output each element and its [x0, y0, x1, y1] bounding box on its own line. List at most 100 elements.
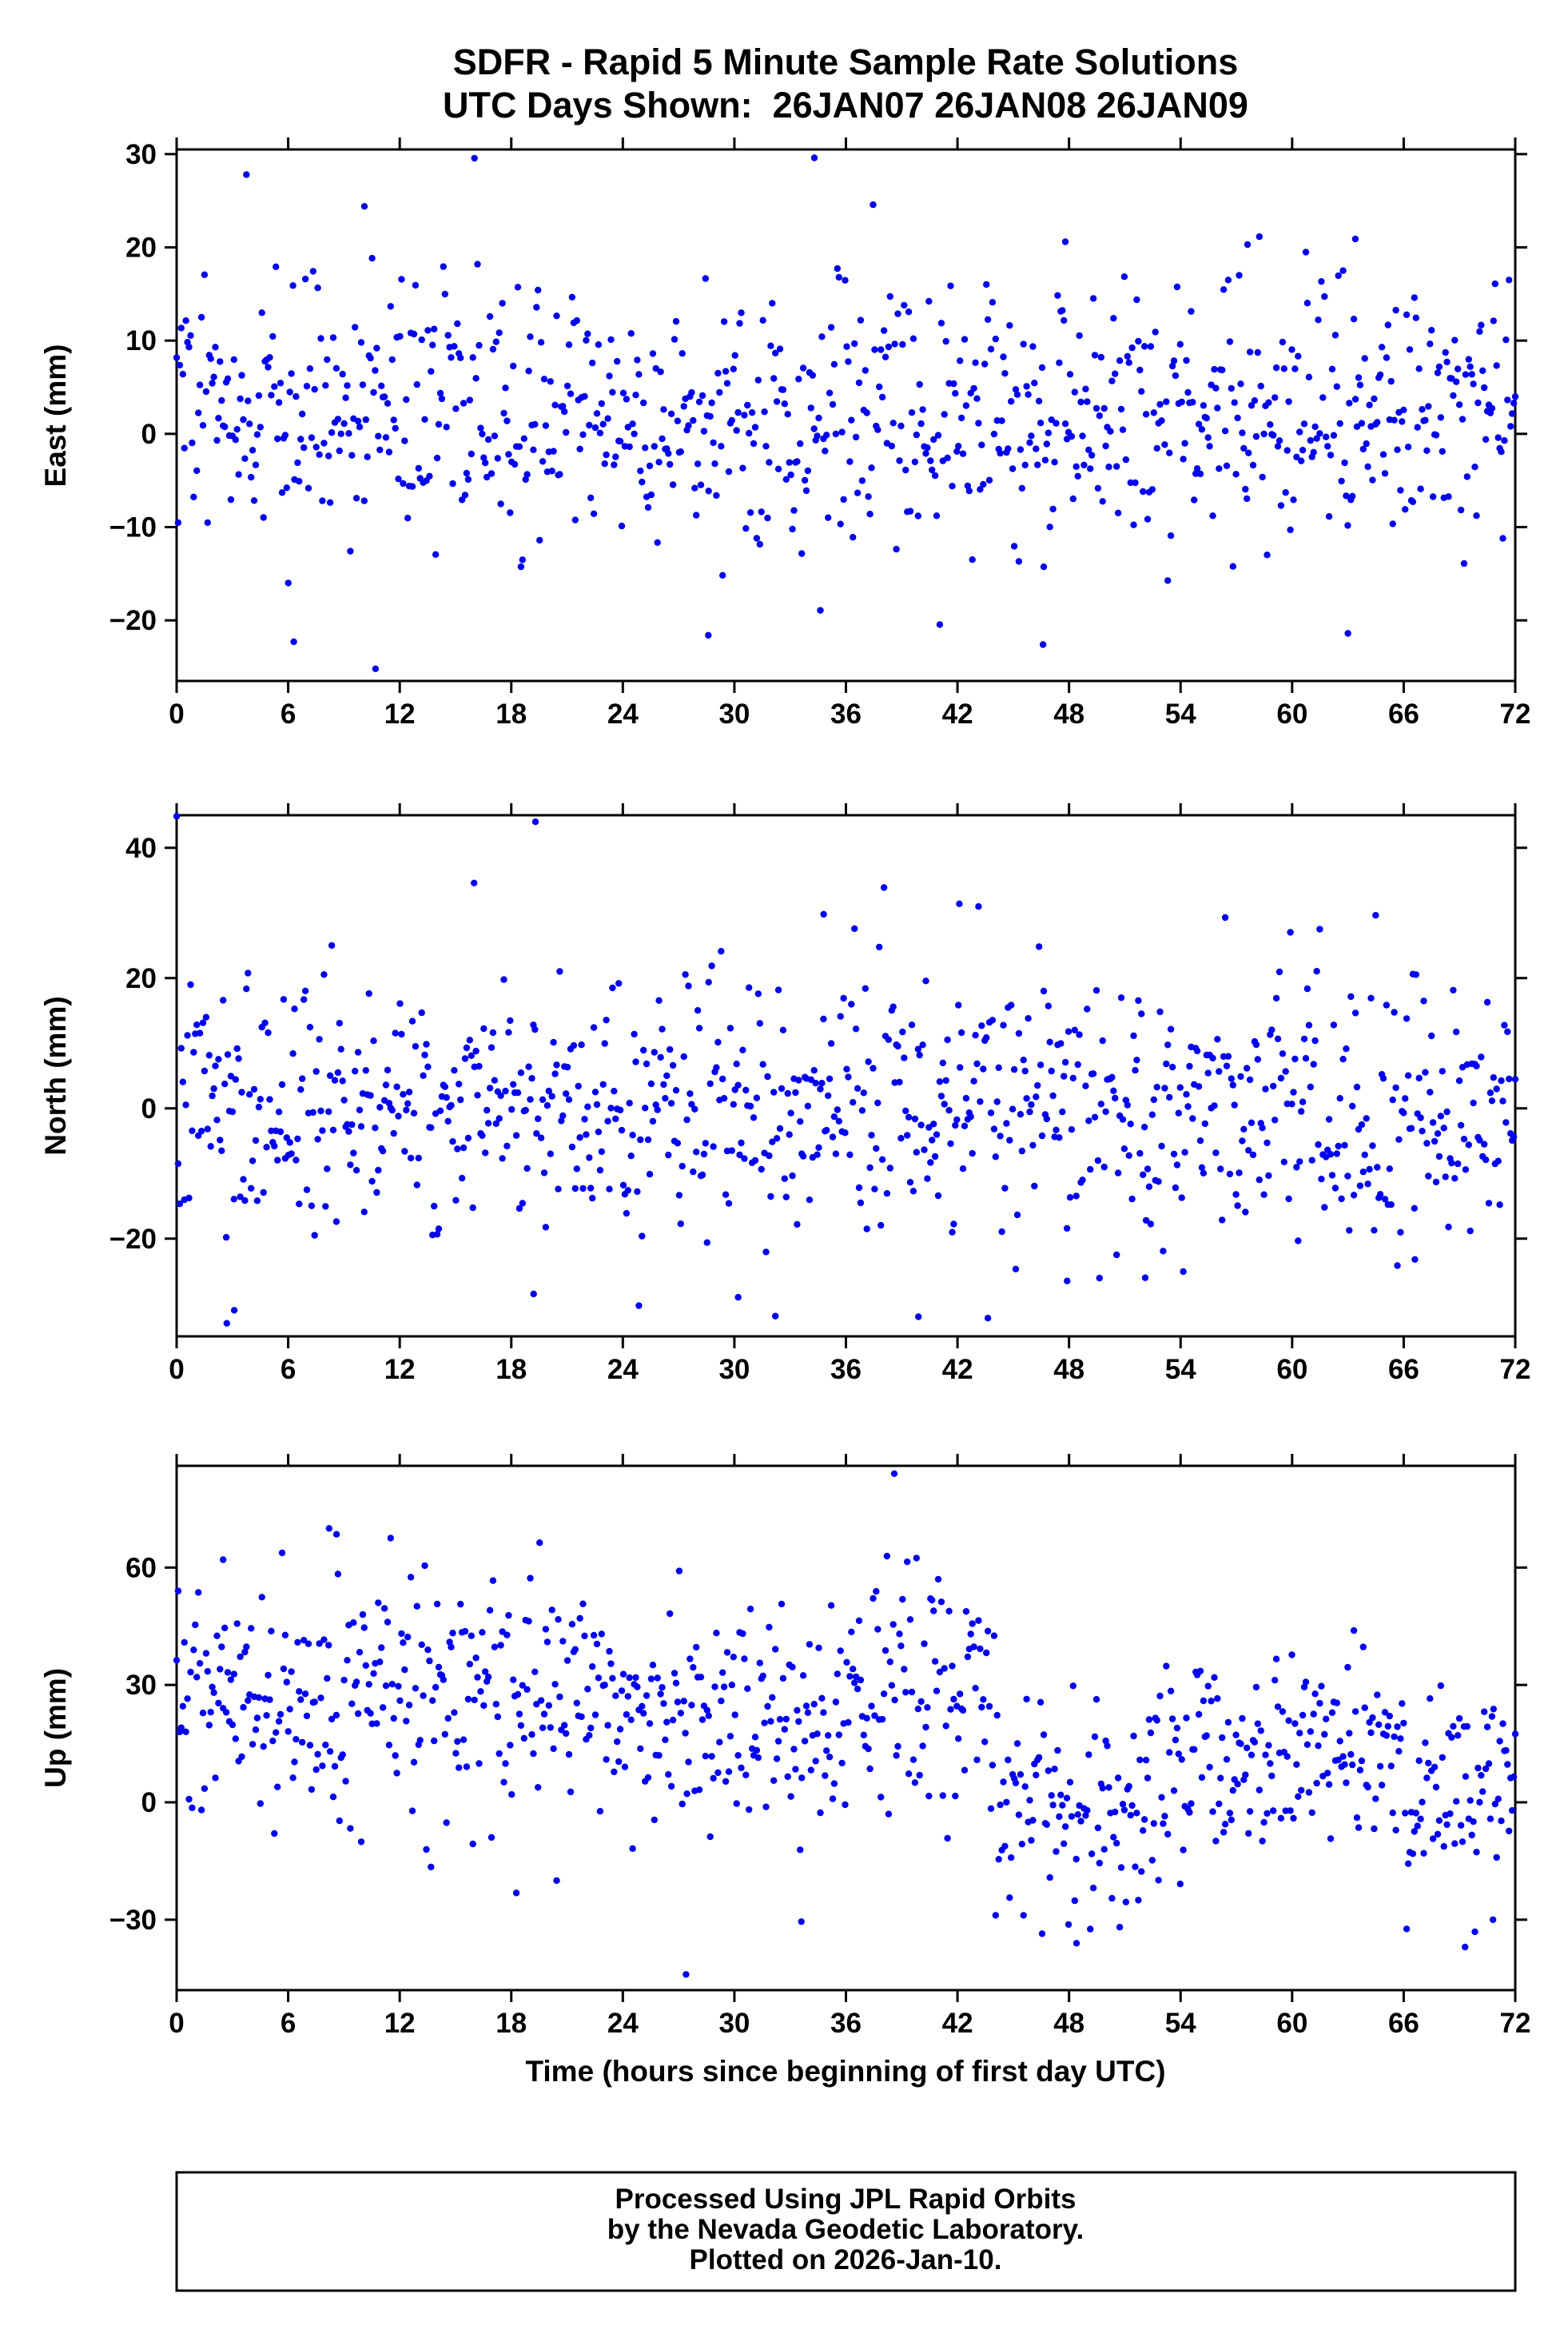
data-point	[1132, 1863, 1139, 1870]
data-point	[517, 563, 525, 571]
data-point	[1140, 1816, 1148, 1823]
data-point	[925, 1793, 933, 1800]
data-point	[297, 1696, 304, 1703]
data-point	[250, 497, 258, 504]
data-point	[500, 976, 507, 983]
data-point	[880, 1690, 888, 1698]
data-point	[992, 1153, 1000, 1161]
data-point	[1341, 1141, 1348, 1149]
data-point	[218, 1643, 225, 1650]
data-point	[357, 339, 365, 346]
data-point	[838, 1759, 846, 1767]
data-point	[992, 335, 1000, 343]
data-point	[814, 1151, 821, 1158]
data-point	[857, 1676, 865, 1684]
data-point-outlier	[290, 638, 297, 646]
data-point	[944, 1834, 951, 1842]
data-point	[1277, 1814, 1285, 1822]
data-point	[182, 317, 189, 324]
data-point	[1420, 997, 1427, 1005]
data-point	[479, 1629, 486, 1636]
data-point	[263, 1144, 270, 1151]
data-point	[1419, 1798, 1426, 1805]
data-point	[746, 1102, 754, 1110]
data-point	[527, 1096, 534, 1103]
y-tick-label: 20	[125, 233, 157, 264]
data-point	[883, 1552, 891, 1560]
data-point	[579, 1184, 587, 1192]
data-point	[674, 1140, 682, 1147]
data-point	[523, 1686, 531, 1693]
data-point	[285, 579, 292, 587]
data-point	[726, 1025, 734, 1032]
data-point	[781, 1726, 788, 1733]
data-point	[1267, 421, 1274, 428]
footer-box	[175, 2171, 1517, 2292]
data-point	[587, 1724, 595, 1732]
data-point	[886, 1165, 894, 1172]
data-point	[679, 1162, 686, 1170]
data-point	[1455, 365, 1462, 372]
data-point	[1411, 294, 1419, 301]
x-tick-label: 72	[1500, 1354, 1531, 1385]
data-point	[1102, 1108, 1109, 1116]
data-point	[862, 367, 870, 374]
data-point	[1442, 1173, 1449, 1180]
data-point	[809, 372, 816, 379]
data-point	[1383, 1732, 1391, 1739]
data-point	[930, 436, 937, 444]
data-point	[525, 368, 532, 375]
data-point	[1336, 1095, 1343, 1102]
data-point	[535, 286, 542, 294]
data-point	[784, 1089, 791, 1097]
data-point	[1096, 1274, 1104, 1282]
data-point	[1140, 1171, 1147, 1179]
data-point	[854, 1085, 862, 1093]
data-point	[643, 1692, 651, 1699]
data-point	[1439, 1754, 1447, 1762]
data-point	[990, 430, 998, 438]
data-point	[1423, 447, 1431, 454]
data-point	[1026, 439, 1033, 446]
data-point	[937, 1598, 945, 1606]
data-point	[1244, 1065, 1251, 1072]
data-point	[1510, 1133, 1518, 1141]
data-point	[196, 381, 204, 388]
data-point	[426, 472, 433, 480]
data-point	[537, 339, 545, 346]
data-point	[647, 1080, 655, 1088]
data-point	[1054, 1746, 1061, 1754]
data-point	[804, 467, 812, 475]
data-point	[820, 1709, 827, 1716]
data-point	[1290, 1089, 1297, 1096]
data-point	[924, 444, 931, 452]
data-point	[451, 343, 458, 350]
data-point	[1048, 416, 1055, 424]
data-point	[1460, 559, 1468, 567]
data-point	[690, 1168, 697, 1176]
data-point	[984, 316, 992, 323]
data-point	[624, 1693, 631, 1700]
data-point	[1501, 1021, 1508, 1029]
data-point	[1122, 1898, 1130, 1905]
data-point	[1254, 1056, 1262, 1063]
data-point	[227, 1676, 235, 1683]
data-point	[773, 1135, 781, 1142]
data-point	[1242, 485, 1249, 493]
data-point	[568, 1621, 576, 1628]
data-point	[1234, 1781, 1241, 1788]
data-point	[919, 406, 926, 413]
data-point	[1265, 399, 1272, 406]
data-point	[852, 1673, 860, 1681]
data-point	[1282, 1068, 1289, 1075]
data-point	[1204, 1682, 1212, 1690]
x-tick-label: 48	[1053, 699, 1084, 730]
data-point	[772, 1312, 779, 1320]
data-point	[410, 1109, 418, 1117]
data-point	[1417, 485, 1424, 492]
data-point-outlier	[1073, 1940, 1080, 1947]
data-point	[936, 621, 944, 628]
data-point	[795, 1718, 802, 1726]
data-point	[607, 336, 615, 344]
y-tick-label: 60	[125, 1552, 157, 1583]
